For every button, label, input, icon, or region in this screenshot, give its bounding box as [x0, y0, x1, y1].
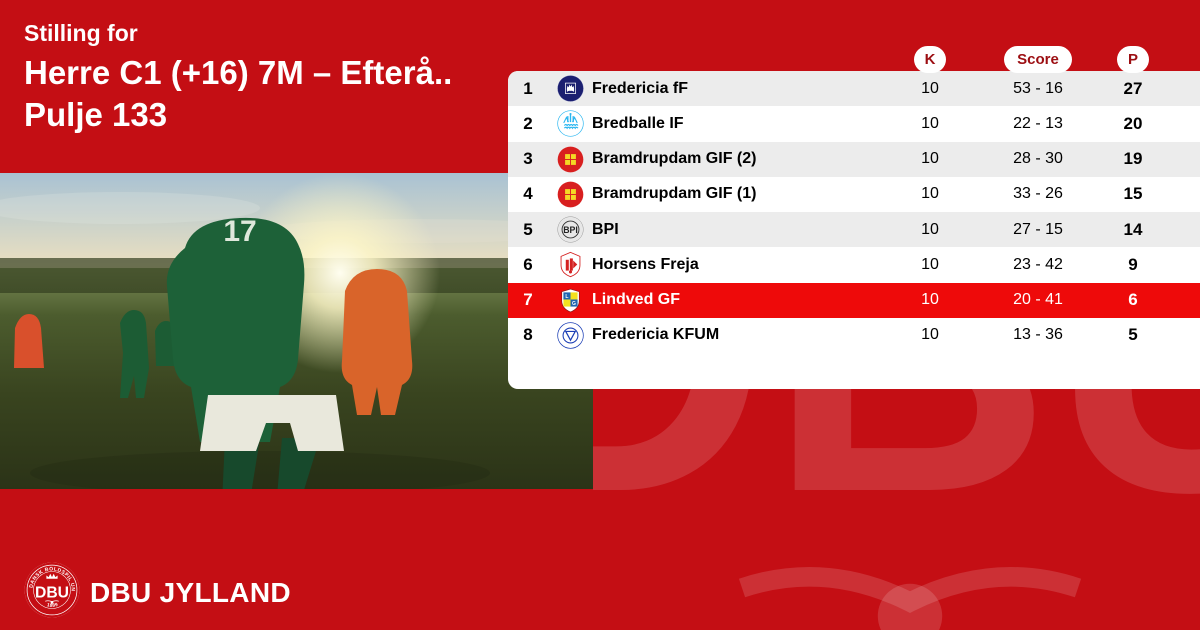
- svg-text:G: G: [572, 301, 576, 307]
- svg-text:DBU: DBU: [35, 584, 69, 601]
- svg-text:L: L: [565, 293, 568, 299]
- svg-text:DBU: DBU: [593, 389, 1200, 574]
- svg-text:17: 17: [223, 215, 256, 248]
- svg-text:BPI: BPI: [563, 225, 578, 235]
- svg-text:1889: 1889: [774, 597, 1074, 630]
